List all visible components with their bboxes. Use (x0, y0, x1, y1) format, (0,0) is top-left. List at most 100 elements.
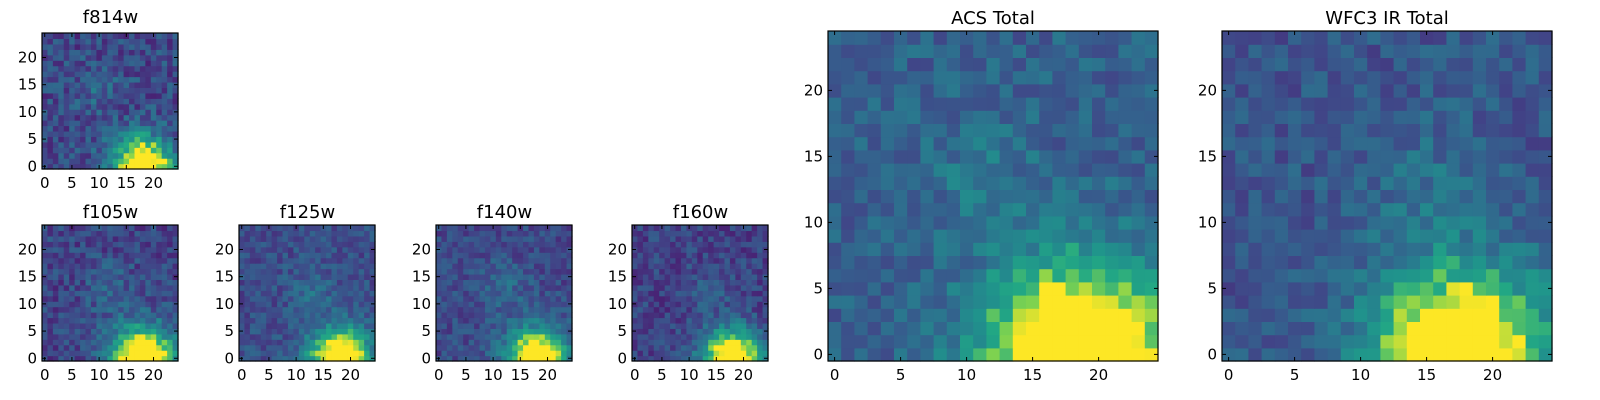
heatmap-cell (506, 230, 513, 237)
heatmap-cell (566, 252, 573, 259)
heatmap-cell (85, 241, 92, 248)
heatmap-cell (150, 241, 157, 248)
heatmap-cell (320, 252, 327, 259)
heatmap-cell (63, 257, 70, 264)
heatmap-cell (364, 263, 371, 270)
heatmap-cell (1327, 202, 1342, 217)
heatmap-cell (550, 257, 557, 264)
heatmap-cell (1248, 242, 1263, 256)
heatmap-cell (757, 312, 764, 319)
heatmap-cell (139, 71, 146, 78)
heatmap-cell (52, 328, 59, 335)
heatmap-cell (867, 334, 882, 349)
heatmap-cell (74, 333, 81, 340)
heatmap-cell (751, 328, 758, 335)
heatmap-cell (331, 284, 338, 291)
heatmap-cell (506, 273, 513, 280)
heatmap-cell (52, 263, 59, 270)
heatmap-cell (1512, 110, 1527, 124)
heatmap-cell (63, 246, 70, 253)
heatmap-cell (632, 317, 639, 324)
heatmap-cell (112, 130, 119, 137)
heatmap-cell (304, 235, 311, 242)
heatmap-cell (58, 98, 65, 105)
heatmap-cell (1222, 110, 1236, 124)
heatmap-cell (85, 322, 92, 329)
heatmap-cell (58, 230, 65, 237)
heatmap-cell (675, 312, 682, 319)
heatmap-cell (47, 355, 54, 362)
heatmap-cell (653, 279, 660, 286)
heatmap-cell (239, 339, 246, 346)
heatmap-cell (101, 344, 108, 351)
heatmap-cell (161, 295, 168, 302)
heatmap-cell (74, 301, 81, 308)
heatmap-cell (463, 235, 470, 242)
heatmap-cell (675, 279, 682, 286)
heatmap-cell (446, 301, 453, 308)
heatmap-cell (702, 295, 709, 302)
heatmap-cell (1105, 334, 1119, 349)
heatmap-cell (47, 279, 54, 286)
heatmap-cell (1354, 308, 1368, 322)
heatmap-cell (1039, 110, 1053, 124)
heatmap-cell (244, 322, 251, 329)
heatmap-cell (1380, 268, 1395, 283)
heatmap-cell (1393, 149, 1408, 164)
y-tick-label: 20 (1198, 81, 1217, 99)
heatmap-cell (172, 333, 179, 340)
heatmap-cell (729, 350, 736, 357)
heatmap-cell (642, 333, 649, 340)
heatmap-cell (85, 306, 92, 313)
heatmap-cell (347, 317, 354, 324)
heatmap-cell (85, 344, 92, 351)
heatmap-cell (973, 57, 987, 72)
heatmap-cell (161, 312, 168, 319)
heatmap-cell (85, 130, 92, 137)
heatmap-cell (637, 241, 644, 248)
heatmap-cell (880, 83, 895, 98)
heatmap-cell (757, 344, 764, 351)
heatmap-cell (1525, 255, 1540, 270)
heatmap-cell (1065, 163, 1080, 177)
heatmap-cell (523, 312, 530, 319)
heatmap-cell (1144, 70, 1159, 85)
heatmap-cell (1078, 308, 1093, 322)
heatmap-cell (118, 71, 125, 78)
heatmap-cell (134, 225, 141, 232)
heatmap-cell (664, 339, 671, 346)
heatmap-cell (118, 147, 125, 154)
heatmap-cell (729, 339, 736, 346)
heatmap-cell (1380, 334, 1395, 349)
heatmap-cell (309, 257, 316, 264)
heatmap-cell (358, 284, 365, 291)
heatmap-cell (80, 263, 87, 270)
heatmap-cell (719, 225, 726, 232)
heatmap-cell (555, 355, 562, 362)
heatmap-cell (468, 273, 475, 280)
heatmap-cell (463, 333, 470, 340)
heatmap-cell (52, 163, 59, 170)
heatmap-cell (1406, 44, 1421, 58)
heatmap-cell (150, 230, 157, 237)
heatmap-cell (697, 225, 704, 232)
heatmap-cell (648, 241, 655, 248)
y-tick-label: 10 (215, 295, 234, 313)
heatmap-cell (1144, 31, 1159, 45)
heatmap-cell (1052, 44, 1067, 58)
heatmap-cell (751, 295, 758, 302)
heatmap-cell (74, 109, 81, 116)
heatmap-cell (134, 60, 141, 67)
heatmap-cell (648, 290, 655, 297)
heatmap-cell (52, 230, 59, 237)
heatmap-cell (1261, 295, 1276, 309)
heatmap-cell (69, 230, 76, 237)
heatmap-cell (161, 355, 168, 362)
heatmap-cell (653, 225, 660, 232)
heatmap-cell (249, 328, 256, 335)
heatmap-cell (287, 241, 294, 248)
heatmap-cell (867, 31, 882, 45)
heatmap-cell (1039, 242, 1053, 256)
heatmap-cell (69, 273, 76, 280)
heatmap-cell (1446, 268, 1461, 283)
